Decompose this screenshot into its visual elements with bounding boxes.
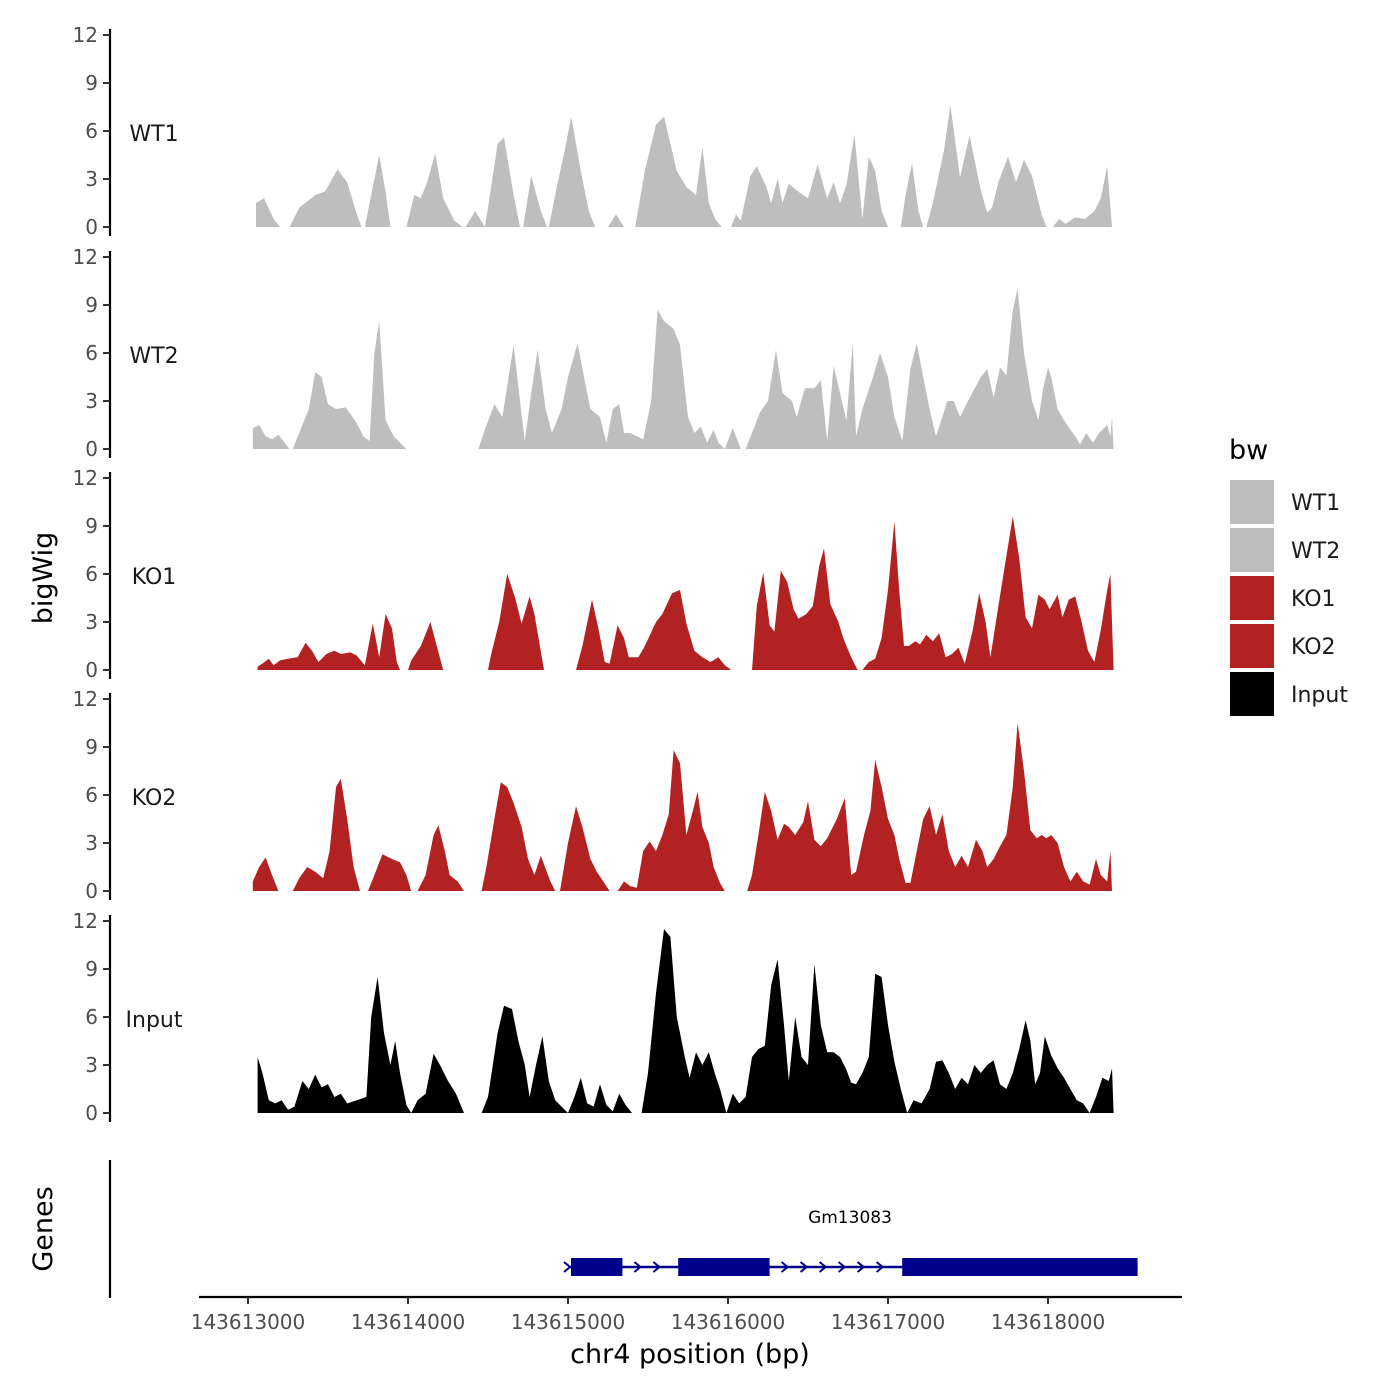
y-tick-label: 0 xyxy=(85,879,98,903)
gene-label: Gm13083 xyxy=(808,1208,892,1228)
x-tick-label: 143618000 xyxy=(991,1310,1106,1334)
exon-block-1 xyxy=(571,1258,623,1276)
exon-block-2 xyxy=(678,1258,770,1276)
legend-swatch-wt2 xyxy=(1230,528,1274,572)
strand-arrow xyxy=(799,1261,809,1273)
legend-swatch-input xyxy=(1230,672,1274,716)
y-tick-label: 9 xyxy=(85,735,98,759)
y-axis-title: bigWig xyxy=(28,532,59,625)
legend-label-ko1: KO1 xyxy=(1291,587,1336,612)
strand-arrow xyxy=(652,1261,661,1273)
y-tick-label: 6 xyxy=(85,119,98,143)
legend-label-ko2: KO2 xyxy=(1291,635,1336,660)
coverage-area-wt2 xyxy=(252,289,1114,449)
y-tick-label: 0 xyxy=(85,658,98,682)
track-label-wt1: WT1 xyxy=(129,122,178,147)
y-tick-label: 6 xyxy=(85,1005,98,1029)
y-tick-label: 0 xyxy=(85,215,98,239)
strand-arrow xyxy=(837,1261,847,1273)
y-tick-label: 9 xyxy=(85,71,98,95)
strand-arrow xyxy=(875,1261,885,1273)
y-tick-label: 9 xyxy=(85,957,98,981)
y-tick-label: 12 xyxy=(73,245,98,269)
legend-label-wt1: WT1 xyxy=(1291,491,1340,516)
y-tick-label: 9 xyxy=(85,514,98,538)
strand-arrow xyxy=(563,1261,572,1273)
x-axis-title: chr4 position (bp) xyxy=(570,1339,810,1370)
x-tick-label: 143615000 xyxy=(511,1310,626,1334)
legend-swatch-wt1 xyxy=(1230,480,1274,524)
y-tick-label: 3 xyxy=(85,389,98,413)
y-tick-label: 0 xyxy=(85,1101,98,1125)
track-label-wt2: WT2 xyxy=(129,344,178,369)
track-label-ko1: KO1 xyxy=(132,565,177,590)
exon-block-3 xyxy=(902,1258,1138,1276)
legend-label-input: Input xyxy=(1291,683,1348,708)
coverage-area-wt1 xyxy=(256,105,1112,227)
y-tick-label: 3 xyxy=(85,610,98,634)
x-tick-label: 143613000 xyxy=(191,1310,306,1334)
y-tick-label: 12 xyxy=(73,466,98,490)
y-tick-label: 6 xyxy=(85,562,98,586)
y-tick-label: 12 xyxy=(73,687,98,711)
strand-arrow xyxy=(818,1261,828,1273)
coverage-area-input xyxy=(257,929,1114,1113)
strand-arrow xyxy=(856,1261,866,1273)
y-tick-label: 0 xyxy=(85,437,98,461)
x-tick-label: 143614000 xyxy=(351,1310,466,1334)
coverage-area-ko1 xyxy=(257,516,1114,670)
y-tick-label: 6 xyxy=(85,341,98,365)
y-tick-label: 9 xyxy=(85,293,98,317)
y-tick-label: 3 xyxy=(85,1053,98,1077)
legend-label-wt2: WT2 xyxy=(1291,539,1340,564)
y-tick-label: 3 xyxy=(85,167,98,191)
y-tick-label: 12 xyxy=(73,23,98,47)
x-tick-label: 143617000 xyxy=(831,1310,946,1334)
legend-swatch-ko1 xyxy=(1230,576,1274,620)
legend-swatch-ko2 xyxy=(1230,624,1274,668)
y-tick-label: 3 xyxy=(85,831,98,855)
track-label-input: Input xyxy=(126,1008,183,1033)
strand-arrow xyxy=(780,1261,790,1273)
strand-arrow xyxy=(633,1261,642,1273)
track-label-ko2: KO2 xyxy=(132,786,177,811)
y-tick-label: 12 xyxy=(73,909,98,933)
x-tick-label: 143616000 xyxy=(671,1310,786,1334)
coverage-area-ko2 xyxy=(252,723,1113,891)
genes-axis-title: Genes xyxy=(28,1186,59,1271)
legend-title: bw xyxy=(1229,435,1268,466)
y-tick-label: 6 xyxy=(85,783,98,807)
